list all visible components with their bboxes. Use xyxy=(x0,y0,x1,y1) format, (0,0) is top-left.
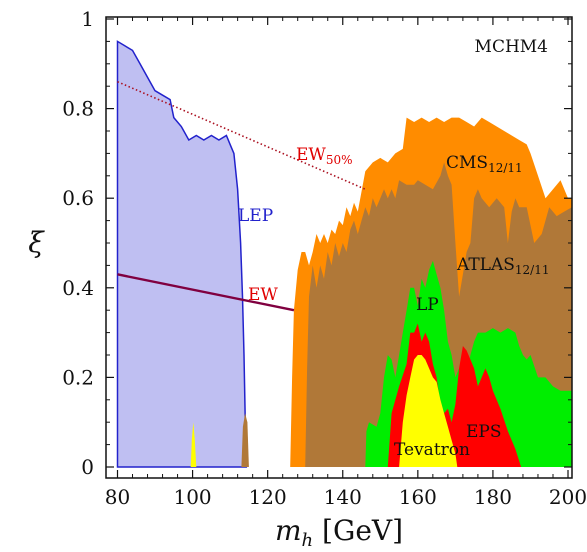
y-tick-label: 0 xyxy=(81,455,94,479)
y-axis-label: ξ xyxy=(28,226,45,259)
x-tick-label: 80 xyxy=(105,485,130,509)
y-tick-label: 0.6 xyxy=(62,186,94,210)
corner-label: MCHM4 xyxy=(475,37,548,57)
chart-regions xyxy=(116,40,572,468)
plot-frame xyxy=(105,16,573,479)
x-tick-label: 100 xyxy=(173,485,211,509)
x-axis-label: mh [GeV] xyxy=(275,514,403,551)
x-tick-label: 140 xyxy=(324,485,362,509)
line-ew xyxy=(117,273,295,312)
region-tev2 xyxy=(190,422,197,467)
chart-labels: LEP EW EW50% CMS12/11 ATLAS12/11 LP EPSTevatro… xyxy=(238,145,550,460)
x-tick-label: 120 xyxy=(249,485,287,509)
y-tick-label: 0.2 xyxy=(62,365,94,389)
label-lep: LEP xyxy=(238,206,273,226)
y-tick-label: 0.4 xyxy=(62,276,94,300)
region-lep xyxy=(116,40,248,468)
y-axis-ticks: 0 0.2 0.4 0.6 0.8 1 xyxy=(62,7,572,479)
label-ew50: EW50% xyxy=(296,145,353,167)
region-tevatron xyxy=(399,355,458,467)
x-tick-label: 160 xyxy=(399,485,437,509)
x-axis-label-symbol: m xyxy=(275,514,302,547)
chart-lines xyxy=(117,80,366,312)
line-ew50 xyxy=(117,80,366,190)
x-tick-label: 180 xyxy=(474,485,512,509)
x-axis-label-unit: [GeV] xyxy=(313,514,403,547)
y-tick-label: 0.8 xyxy=(62,97,94,121)
label-eps: EPS xyxy=(466,422,502,442)
label-atlas: ATLAS12/11 xyxy=(456,255,550,277)
y-tick-label: 1 xyxy=(81,7,94,31)
x-tick-label: 200 xyxy=(549,485,587,509)
x-axis-ticks: 80 100 120 140 160 180 200 xyxy=(105,17,587,509)
label-ew: EW xyxy=(248,285,278,305)
label-cms: CMS12/11 xyxy=(446,153,523,175)
label-tevatron: Tevatron xyxy=(394,440,470,460)
region-lep2 xyxy=(241,413,249,467)
label-lp: LP xyxy=(416,295,439,315)
x-axis-label-subscript: h xyxy=(302,530,314,551)
